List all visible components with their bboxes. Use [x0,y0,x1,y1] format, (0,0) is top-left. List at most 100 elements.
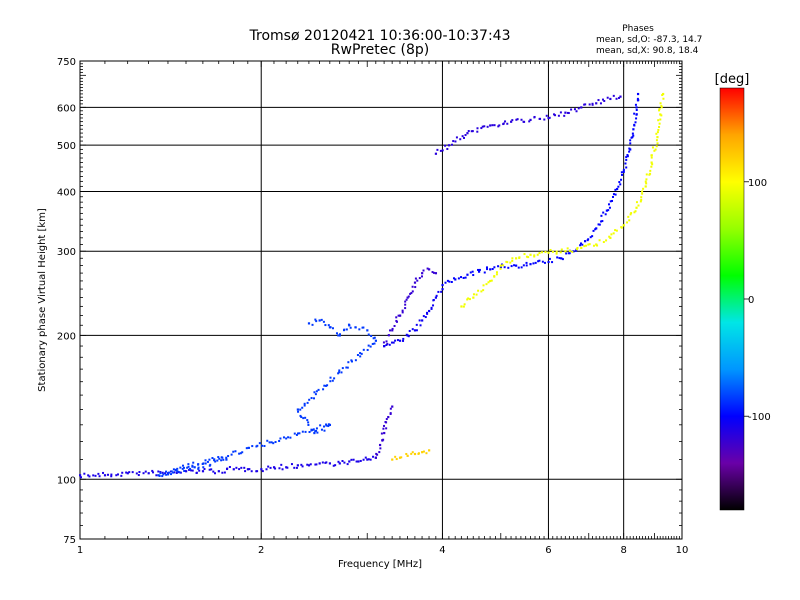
echo-point [432,299,435,302]
echo-point [615,229,618,232]
echo-point [523,120,526,123]
echo-point [575,249,578,252]
echo-point [618,181,621,184]
echo-point [607,209,610,212]
echo-point [395,316,398,319]
echo-point [325,424,328,427]
echo-point [214,472,217,475]
echo-point [555,252,558,255]
echo-point [642,187,645,190]
echo-point [529,118,532,122]
echo-point [482,289,485,292]
echo-point [567,112,570,115]
echo-point [489,124,492,127]
echo-point [406,296,409,299]
echo-point [577,107,580,110]
echo-point [428,449,431,452]
echo-point [486,268,489,271]
echo-point [419,324,422,327]
echo-point [197,466,200,469]
echo-point [625,158,628,161]
echo-point [206,460,209,463]
trace-points [79,92,665,479]
echo-point [359,355,362,358]
echo-point [162,473,165,476]
echo-point [503,266,506,269]
echo-point [477,270,481,273]
echo-point [178,471,181,474]
echo-point [308,398,311,401]
trace [79,455,377,479]
echo-point [543,118,546,121]
echo-point [346,463,349,466]
echo-point [516,118,519,121]
echo-point [448,280,451,283]
echo-point [346,366,349,369]
echo-point [411,451,414,454]
echo-point [405,298,408,301]
echo-point [662,92,665,96]
echo-point [619,183,622,186]
echo-point [565,252,568,255]
echo-point [651,146,654,149]
echo-point [422,315,425,318]
echo-point [323,425,326,428]
echo-point [591,102,594,105]
echo-point [300,463,303,466]
echo-point [452,277,455,280]
echo-point [331,379,334,382]
echo-point [502,264,505,267]
echo-point [393,324,396,327]
echo-point [659,118,662,121]
echo-point [523,253,526,256]
echo-point [515,257,518,260]
echo-point [287,436,290,439]
echo-point [386,342,389,345]
echo-point [201,470,205,473]
x-axis-label: Frequency [MHz] [338,559,422,570]
echo-point [547,251,550,254]
echo-point [306,419,309,422]
echo-point [175,471,178,474]
echo-point [395,319,398,322]
echo-point [469,271,472,274]
echo-point [431,271,434,274]
echo-point [620,173,623,176]
echo-point [491,268,494,271]
echo-point [422,269,425,272]
echo-point [548,116,551,119]
echo-point [635,108,638,111]
echo-point [435,294,438,297]
echo-point [426,267,429,270]
echo-point [432,304,435,307]
echo-point [418,319,421,322]
echo-point [187,465,190,468]
echo-point [289,436,292,439]
echo-point [413,281,417,284]
echo-point [314,318,317,321]
echo-point [527,256,530,259]
echo-point [497,265,500,268]
echo-point [471,270,474,273]
echo-point [644,185,647,188]
echo-point [378,443,382,447]
echo-point [466,298,469,301]
echo-point [385,343,388,346]
echo-point [313,431,316,435]
echo-point [202,462,205,465]
echo-point [641,190,644,193]
echo-point [413,329,417,332]
echo-point [470,130,473,133]
echo-point [337,334,340,337]
echo-point [650,154,653,157]
echo-point [467,130,470,133]
trace [441,92,640,287]
echo-point [493,275,496,278]
echo-point [232,450,235,453]
echo-point [528,120,531,123]
echo-point [633,112,636,115]
echo-point [193,466,196,469]
echo-point [627,215,630,218]
echo-point [327,425,330,428]
echo-point [285,437,288,440]
